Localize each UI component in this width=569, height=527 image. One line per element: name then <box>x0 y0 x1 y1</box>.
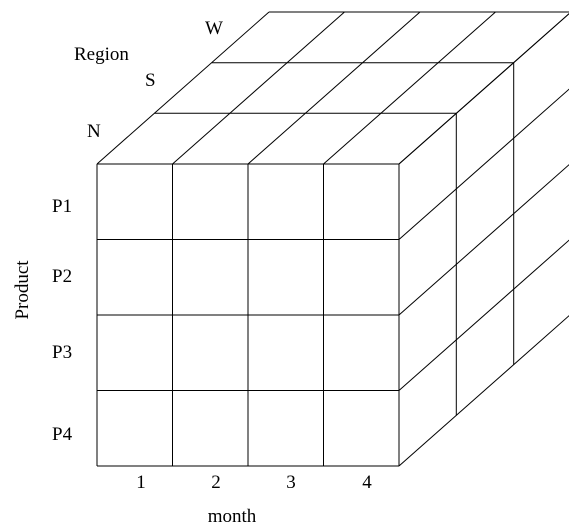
right-depth-line-21 <box>398 239 569 391</box>
product-axis-label: Product <box>12 260 33 320</box>
top-depth-line-12 <box>247 11 421 165</box>
product-level-p3: P3 <box>52 342 72 363</box>
region-level-n: N <box>87 121 101 142</box>
month-level-2: 2 <box>211 472 221 493</box>
region-level-w: W <box>205 18 223 39</box>
product-level-p4: P4 <box>52 424 73 445</box>
month-axis-label: month <box>208 506 257 527</box>
region-axis-label: Region <box>74 44 129 65</box>
month-level-4: 4 <box>362 472 372 493</box>
product-level-p2: P2 <box>52 266 72 287</box>
top-depth-line-11 <box>172 11 345 165</box>
right-depth-line-19 <box>398 88 569 240</box>
month-level-3: 3 <box>286 472 296 493</box>
cube-grid-lines <box>96 11 569 467</box>
month-level-1: 1 <box>136 472 146 493</box>
right-depth-line-22 <box>398 315 569 467</box>
right-depth-line-20 <box>398 164 569 316</box>
top-depth-line-10 <box>96 11 270 165</box>
region-level-s: S <box>145 70 156 91</box>
right-depth-line-18 <box>398 13 569 165</box>
product-level-p1: P1 <box>52 196 72 217</box>
top-depth-line-13 <box>323 11 496 165</box>
